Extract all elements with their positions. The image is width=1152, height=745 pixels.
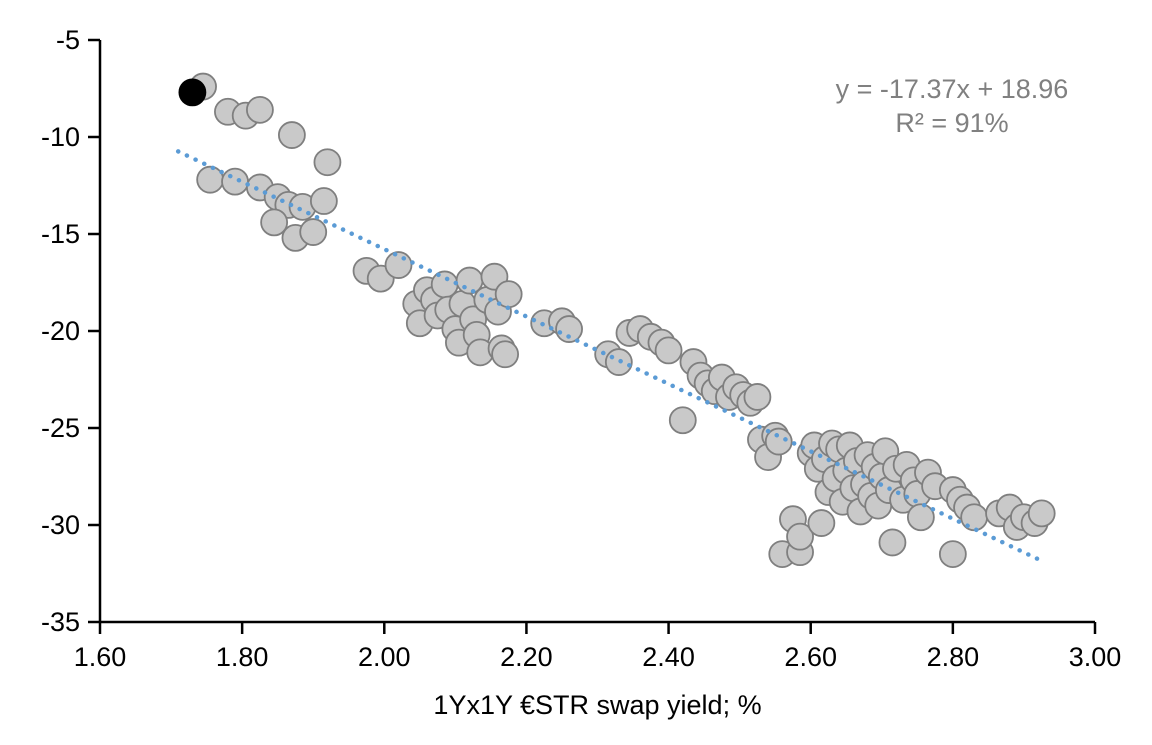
data-point [384,251,413,279]
trendline-r-squared: R² = 91% [895,108,1009,138]
x-tick-label: 2.40 [642,642,695,672]
data-point [299,218,328,246]
data-point [491,340,520,369]
data-point [309,187,338,215]
highlighted-data-point [178,78,207,107]
x-tick-label: 2.60 [784,642,837,672]
trendline-equation: y = -17.37x + 18.96 [835,74,1069,104]
data-point [555,315,583,343]
data-point [668,406,697,435]
data-point [807,509,836,537]
data-point [313,148,342,177]
data-point [743,383,772,411]
data-point [938,540,967,568]
x-tick-label: 2.80 [927,642,980,672]
trendline [175,149,1048,565]
y-tick-label: -15 [41,219,80,249]
x-tick-label: 2.00 [358,642,411,672]
y-tick-label: -20 [41,316,80,346]
y-tick-label: -35 [41,607,80,637]
x-tick-label: 1.60 [74,642,127,672]
trendline-annotation: y = -17.37x + 18.96 R² = 91% [752,72,1152,140]
y-tick-label: -5 [56,25,80,55]
x-tick-label: 2.20 [500,642,553,672]
data-point [277,121,306,149]
y-tick-label: -30 [41,510,80,540]
data-point [260,208,289,237]
data-point [786,522,814,551]
y-tick-label: -25 [41,413,80,443]
data-point [906,503,935,532]
data-point [654,336,683,365]
x-tick-label: 1.80 [216,642,269,672]
data-point [221,167,249,196]
data-point [196,165,225,194]
data-point [246,95,274,124]
data-point [764,427,793,456]
x-axis-title: 1Yx1Y €STR swap yield; % [433,690,762,720]
data-point [878,528,907,557]
x-tick-label: 3.00 [1069,642,1122,672]
data-point [960,503,989,532]
y-tick-label: -10 [41,122,80,152]
data-point [1027,499,1056,528]
